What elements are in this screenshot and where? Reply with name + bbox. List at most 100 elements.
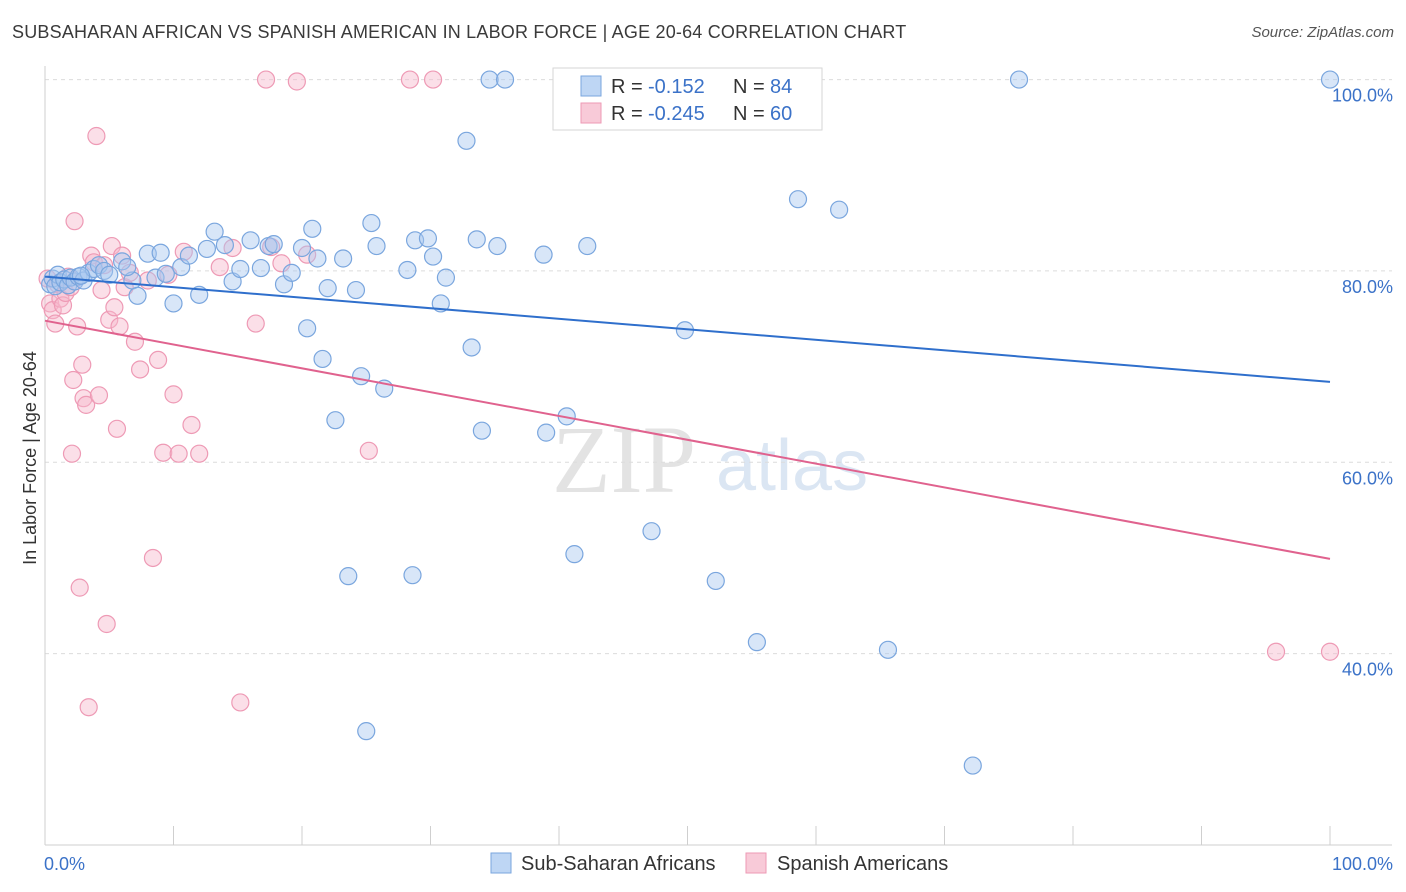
point-sub-saharan-74 xyxy=(747,633,766,652)
point-spanish-57 xyxy=(423,70,443,89)
point-sub-saharan-56 xyxy=(423,247,443,266)
point-spanish-17 xyxy=(77,395,96,414)
trend-line-sub-saharan xyxy=(44,275,1331,383)
point-spanish-55 xyxy=(359,441,378,460)
point-spanish-49 xyxy=(246,314,265,333)
point-sub-saharan-15 xyxy=(100,265,119,284)
legend-swatch-sub-saharan xyxy=(490,852,512,874)
point-spanish-42 xyxy=(169,444,188,463)
point-sub-saharan-63 xyxy=(480,70,499,89)
point-sub-saharan-83 xyxy=(151,243,170,262)
point-spanish-12 xyxy=(65,212,84,231)
stats-n-value-blue: 84 xyxy=(770,76,792,98)
point-sub-saharan-21 xyxy=(156,264,175,283)
point-spanish-45 xyxy=(190,444,209,463)
point-sub-saharan-64 xyxy=(488,236,507,256)
point-sub-saharan-52 xyxy=(398,260,417,280)
series-spanish-americans xyxy=(38,70,1340,717)
y-tick-label-80: 80.0% xyxy=(1342,277,1393,297)
point-spanish-29 xyxy=(107,419,127,438)
point-sub-saharan-62 xyxy=(472,421,491,440)
point-sub-saharan-28 xyxy=(215,235,234,255)
point-sub-saharan-79 xyxy=(1009,70,1029,89)
stats-swatch-pink xyxy=(580,102,602,124)
point-sub-saharan-39 xyxy=(303,219,322,238)
x-tick-labels: 0.0% 100.0% xyxy=(44,854,1393,874)
point-sub-saharan-42 xyxy=(318,279,337,298)
legend-label-spanish: Spanish Americans xyxy=(777,853,948,875)
legend-label-sub-saharan: Sub-Saharan Africans xyxy=(521,853,716,875)
point-spanish-22 xyxy=(89,386,109,405)
x-tick-label-0: 0.0% xyxy=(44,854,85,874)
point-spanish-56 xyxy=(400,70,420,89)
y-axis-title: In Labor Force | Age 20-64 xyxy=(20,351,40,565)
point-sub-saharan-55 xyxy=(418,229,438,248)
point-sub-saharan-58 xyxy=(436,268,456,287)
watermark-zip: ZIP xyxy=(552,406,696,513)
point-sub-saharan-47 xyxy=(352,367,371,386)
point-sub-saharan-81 xyxy=(71,266,91,285)
point-sub-saharan-46 xyxy=(346,280,366,300)
stats-swatch-blue xyxy=(580,75,602,97)
point-sub-saharan-16 xyxy=(112,252,132,271)
point-sub-saharan-41 xyxy=(313,349,332,369)
point-sub-saharan-45 xyxy=(339,567,358,586)
point-sub-saharan-67 xyxy=(537,423,556,442)
trend-lines xyxy=(44,275,1331,560)
point-sub-saharan-30 xyxy=(231,259,250,279)
point-sub-saharan-71 xyxy=(642,522,661,541)
point-sub-saharan-57 xyxy=(431,294,450,313)
point-sub-saharan-75 xyxy=(788,190,808,209)
point-sub-saharan-73 xyxy=(706,571,725,591)
point-sub-saharan-37 xyxy=(292,238,312,258)
point-spanish-18 xyxy=(79,698,98,717)
point-sub-saharan-27 xyxy=(205,222,224,241)
source-label: Source: ZipAtlas.com xyxy=(1251,24,1394,41)
point-sub-saharan-38 xyxy=(298,319,317,338)
point-sub-saharan-49 xyxy=(362,213,381,233)
point-spanish-14 xyxy=(70,578,89,597)
y-tick-label-100: 100.0% xyxy=(1332,86,1393,106)
point-sub-saharan-82 xyxy=(118,257,137,277)
point-spanish-24 xyxy=(95,256,114,275)
point-sub-saharan-18 xyxy=(128,286,147,305)
stats-r-value-pink: -0.245 xyxy=(648,103,705,125)
point-sub-saharan-43 xyxy=(326,411,345,430)
y-tick-labels: 40.0% 60.0% 80.0% 100.0% xyxy=(1332,86,1393,680)
point-spanish-31 xyxy=(112,246,132,265)
trend-line-spanish xyxy=(44,319,1331,560)
stats-n-value-pink: 60 xyxy=(770,103,792,125)
point-sub-saharan-40 xyxy=(308,249,327,268)
point-sub-saharan-65 xyxy=(495,70,515,89)
point-sub-saharan-19 xyxy=(138,244,157,263)
point-spanish-37 xyxy=(143,548,163,568)
point-spanish-23 xyxy=(92,280,111,300)
x-tick-label-100: 100.0% xyxy=(1332,854,1393,874)
stats-r-value-blue: -0.152 xyxy=(648,76,705,98)
y-tick-label-40: 40.0% xyxy=(1342,660,1393,680)
stats-n-label-pink: N = xyxy=(733,103,765,125)
point-sub-saharan-48 xyxy=(357,722,376,741)
point-sub-saharan-31 xyxy=(241,231,260,250)
point-sub-saharan-61 xyxy=(467,230,486,249)
point-spanish-10 xyxy=(62,444,82,463)
point-sub-saharan-50 xyxy=(367,236,386,256)
point-sub-saharan-44 xyxy=(334,249,353,268)
point-sub-saharan-59 xyxy=(457,131,476,150)
point-spanish-53 xyxy=(287,72,306,91)
point-sub-saharan-76 xyxy=(830,200,849,219)
point-spanish-28 xyxy=(105,298,124,317)
point-spanish-21 xyxy=(87,126,106,146)
point-spanish-46 xyxy=(210,257,229,277)
point-spanish-59 xyxy=(1320,642,1340,661)
point-spanish-58 xyxy=(1266,642,1286,661)
axes xyxy=(44,66,1392,846)
y-tick-label-60: 60.0% xyxy=(1342,468,1393,488)
point-spanish-35 xyxy=(130,360,150,379)
point-sub-saharan-24 xyxy=(179,246,199,265)
stats-legend: R = -0.152 N = 84 R = -0.245 N = 60 xyxy=(552,67,823,131)
point-spanish-48 xyxy=(231,693,250,712)
point-sub-saharan-53 xyxy=(403,566,422,585)
point-spanish-50 xyxy=(256,70,276,89)
point-sub-saharan-77 xyxy=(878,640,898,659)
